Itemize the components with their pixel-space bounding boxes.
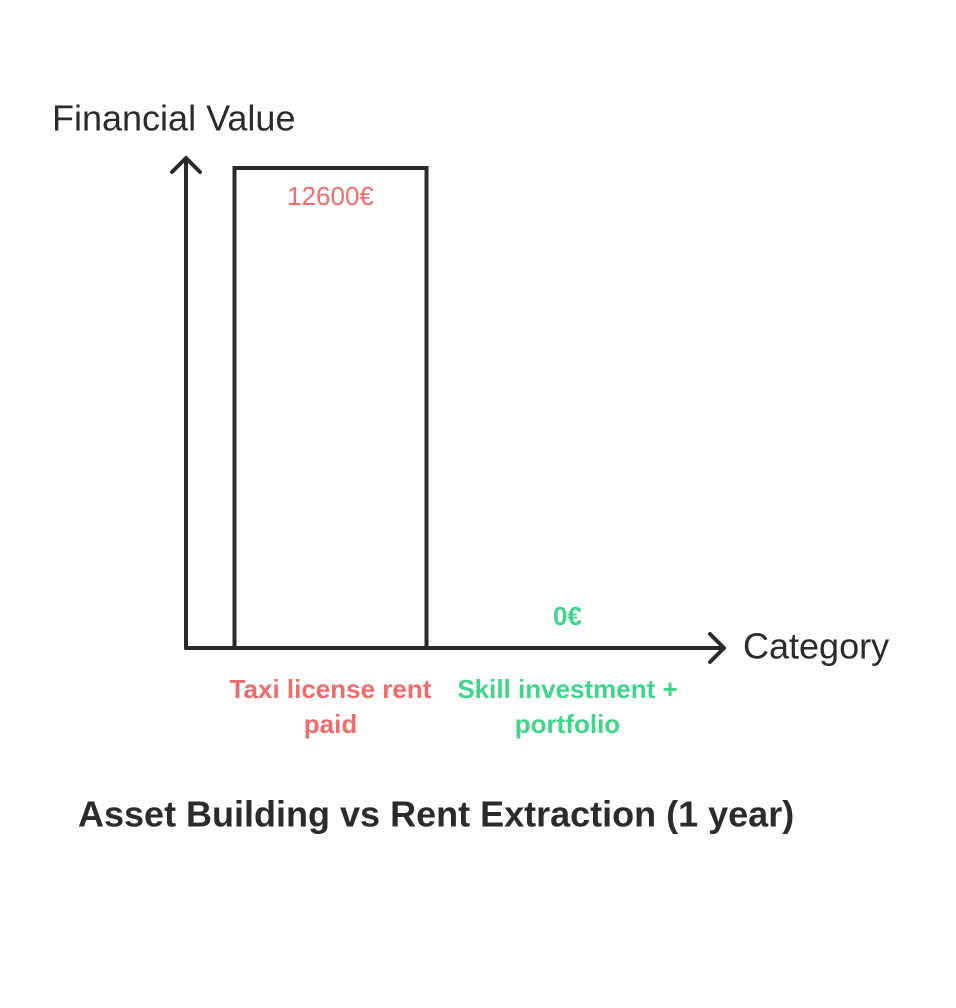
axes (170, 156, 726, 664)
x-axis (184, 632, 726, 664)
y-axis-label: Financial Value (52, 98, 295, 139)
x-axis-label: Category (743, 626, 889, 667)
x-tick-label: Skill investment + portfolio (457, 674, 678, 739)
value-label: 0€ (553, 601, 582, 631)
value-label: 12600€ (287, 181, 374, 211)
bar (232, 166, 429, 650)
x-tick-label: Taxi license rent paid (229, 674, 432, 739)
y-axis (170, 156, 202, 650)
chart-title: Asset Building vs Rent Extraction (1 yea… (78, 794, 794, 835)
